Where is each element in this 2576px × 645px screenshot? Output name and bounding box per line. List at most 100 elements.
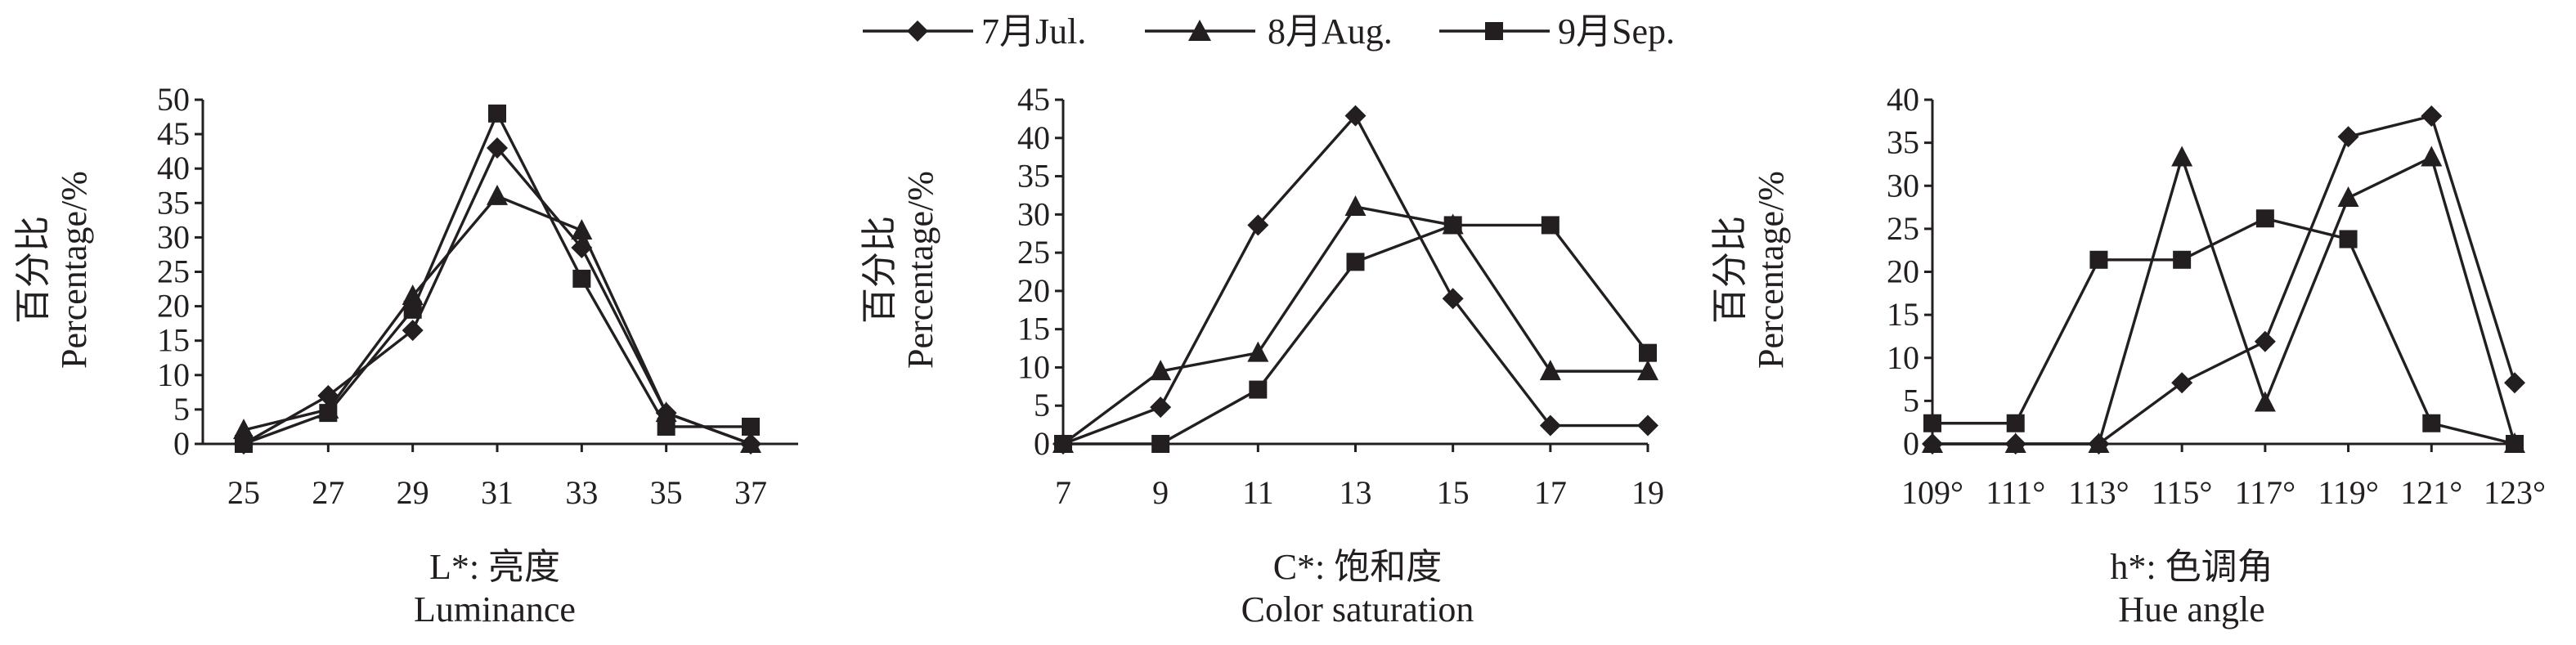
y-tick-label: 25	[1887, 210, 1919, 247]
x-tick-label: 7	[1055, 474, 1071, 511]
y-axis-label-en: Percentage/%	[900, 171, 940, 369]
data-point-diamond	[1150, 396, 1172, 419]
x-tick-label: 119°	[2318, 474, 2379, 511]
legend-diamond-marker-icon	[907, 20, 928, 42]
y-tick-label: 35	[1887, 124, 1919, 161]
x-axis-label-cn: L*: 亮度	[429, 547, 560, 587]
y-tick-label: 10	[1017, 348, 1050, 385]
chart-hue-angle: 百分比 Percentage/% h*: 色调角 Hue angle 0 5 10 1…	[1710, 81, 2546, 629]
y-tick-label: 10	[1887, 339, 1919, 376]
data-point-square	[2506, 435, 2524, 453]
data-point-square	[2173, 250, 2192, 269]
data-point-diamond	[2337, 126, 2359, 148]
data-point-triangle	[2088, 432, 2110, 453]
y-tick-label: 35	[157, 184, 190, 221]
x-tick-label: 37	[734, 474, 767, 511]
data-point-triangle	[1637, 360, 1658, 381]
x-axis-label-en: Luminance	[414, 589, 576, 629]
y-tick-label: 35	[1017, 158, 1050, 195]
x-tick-label: 115°	[2152, 474, 2213, 511]
x-tick-label: 113°	[2068, 474, 2129, 511]
y-axis-label-cn: 百分比	[13, 216, 53, 324]
x-tick-label: 123°	[2484, 474, 2546, 511]
data-point-square	[319, 404, 338, 423]
x-tick-label: 11	[1242, 474, 1274, 511]
y-tick-label: 15	[1887, 296, 1919, 333]
y-axis-label-cn: 百分比	[859, 216, 900, 324]
data-point-triangle	[2004, 432, 2026, 453]
data-point-square	[1346, 253, 1365, 271]
data-point-triangle	[2337, 186, 2359, 207]
x-tick-label: 25	[227, 474, 260, 511]
y-tick-label: 20	[157, 288, 190, 325]
data-point-triangle	[233, 419, 254, 440]
series-line-diamond	[1062, 113, 1648, 446]
x-axis-label-cn: C*: 饱和度	[1273, 547, 1443, 587]
y-tick-label: 5	[1034, 387, 1050, 423]
x-axis-label-en: Color saturation	[1241, 589, 1474, 629]
x-tick-label: 19	[1631, 474, 1664, 511]
x-tick-label: 35	[650, 474, 683, 511]
y-tick-label: 45	[1017, 81, 1050, 118]
x-tick-label: 117°	[2235, 474, 2296, 511]
legend-item-aug: 8月Aug.	[1145, 11, 1393, 52]
y-tick-label: 20	[1887, 253, 1919, 290]
y-tick-label: 0	[1903, 425, 1919, 462]
data-point-square	[572, 269, 591, 288]
data-point-square	[1923, 414, 1941, 432]
y-tick-label: 0	[173, 425, 190, 462]
data-point-triangle	[1539, 360, 1561, 381]
y-tick-label: 25	[157, 253, 190, 290]
data-point-square	[2089, 250, 2108, 269]
data-point-triangle	[2254, 391, 2276, 412]
data-point-diamond	[2504, 372, 2525, 394]
data-point-square	[2339, 230, 2358, 249]
y-tick-label: 30	[157, 218, 190, 255]
data-point-triangle	[571, 218, 593, 240]
series-line-square	[1932, 217, 2515, 446]
data-point-triangle	[487, 184, 508, 205]
data-point-square	[742, 417, 760, 436]
x-axis-label-cn: h*: 色调角	[2110, 547, 2273, 587]
x-tick-label: 17	[1534, 474, 1567, 511]
legend-label-aug: 8月Aug.	[1268, 11, 1393, 52]
y-tick-label: 30	[1017, 195, 1050, 232]
data-point-diamond	[2421, 105, 2443, 127]
data-point-diamond	[487, 137, 508, 159]
legend: 7月Jul. 8月Aug. 9月Sep.	[863, 11, 1675, 52]
data-point-square	[403, 300, 422, 319]
x-tick-label: 109°	[1901, 474, 1963, 511]
data-point-diamond	[1247, 214, 1269, 236]
data-point-square	[1443, 216, 1462, 235]
data-point-square	[1639, 343, 1657, 362]
chart-color-saturation: 百分比 Percentage/% C*: 饱和度 Color saturatio…	[859, 81, 1664, 629]
data-point-diamond	[402, 320, 424, 342]
legend-square-marker-icon	[1485, 22, 1503, 40]
x-tick-label: 31	[481, 474, 514, 511]
chart-luminance: 百分比 Percentage/% L*: 亮度 Luminance 051015…	[13, 81, 798, 629]
data-point-square	[1054, 435, 1072, 453]
data-point-diamond	[1442, 288, 1464, 310]
series-line-triangle	[1932, 152, 2516, 446]
data-point-square	[2422, 414, 2441, 432]
y-tick-label: 40	[157, 150, 190, 186]
data-point-triangle	[1150, 360, 1172, 381]
data-point-diamond	[2171, 372, 2193, 394]
data-point-diamond	[2254, 330, 2276, 352]
legend-item-jul: 7月Jul.	[863, 11, 1086, 52]
y-tick-label: 30	[1887, 167, 1919, 204]
y-tick-label: 40	[1887, 81, 1919, 118]
data-point-triangle	[1344, 195, 1367, 216]
series-line-triangle	[1061, 205, 1648, 446]
data-point-square	[657, 417, 675, 436]
y-tick-label: 10	[157, 356, 190, 393]
x-tick-label: 13	[1340, 474, 1372, 511]
y-axis-label-en: Percentage/%	[1751, 171, 1791, 369]
data-point-square	[1541, 216, 1560, 235]
y-tick-label: 15	[1017, 311, 1050, 347]
data-point-square	[1249, 380, 1268, 399]
y-tick-label: 20	[1017, 272, 1050, 309]
x-tick-label: 29	[397, 474, 429, 511]
y-tick-label: 5	[1903, 382, 1919, 419]
